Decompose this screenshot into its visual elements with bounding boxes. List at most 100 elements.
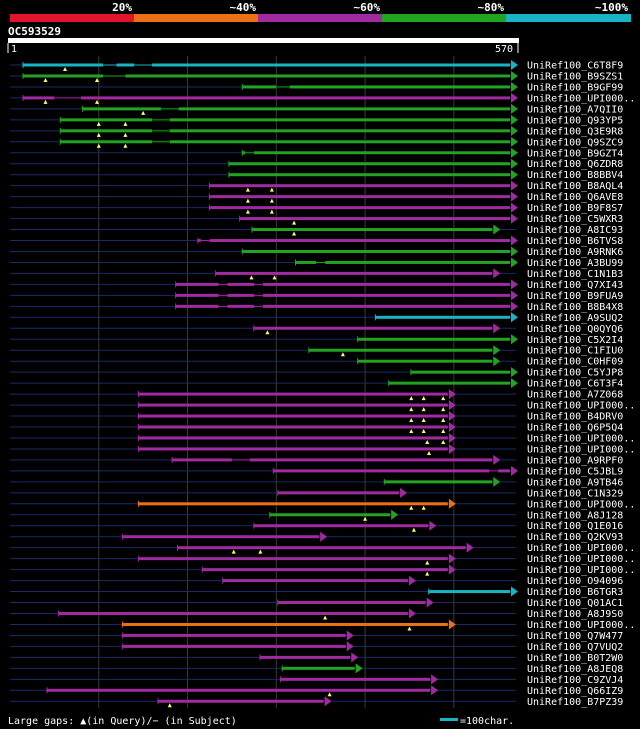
hit-label[interactable]: UniRef100_B0T2W0 <box>527 653 623 664</box>
hit-label[interactable]: UniRef100_C5WXR3 <box>527 214 623 225</box>
hit-bar[interactable] <box>222 579 408 583</box>
hit-label[interactable]: UniRef100_O94096 <box>527 576 623 587</box>
hit-label[interactable]: UniRef100_UPI000.. <box>527 565 635 576</box>
hit-bar[interactable] <box>138 403 448 407</box>
hit-label[interactable]: UniRef100_B9GZT4 <box>527 148 623 159</box>
hit-row[interactable]: UniRef100_B9FUA9 <box>10 290 623 302</box>
hit-label[interactable]: UniRef100_A9SUQ2 <box>527 313 623 324</box>
hit-row[interactable]: UniRef100_B0T2W0 <box>10 652 623 664</box>
hit-label[interactable]: UniRef100_Q2KV93 <box>527 532 623 543</box>
hit-row[interactable]: UniRef100_C1N329 <box>10 487 623 500</box>
hit-bar[interactable] <box>308 348 493 352</box>
hit-label[interactable]: UniRef100_A8IC93 <box>527 225 623 236</box>
hit-bar[interactable] <box>209 184 510 188</box>
hit-row[interactable]: UniRef100_Q6ZDR8 <box>10 158 623 171</box>
hit-label[interactable]: UniRef100_C0HF09 <box>527 357 623 368</box>
hit-label[interactable]: UniRef100_B6TVS8 <box>527 236 623 247</box>
hit-label[interactable]: UniRef100_UPI000.. <box>527 401 635 412</box>
hit-bar[interactable] <box>242 249 511 253</box>
hit-row[interactable]: UniRef100_C5YJP8 <box>10 367 623 379</box>
hit-bar[interactable] <box>273 469 510 473</box>
hit-row[interactable]: UniRef100_B4DRV0 <box>10 411 623 423</box>
hit-row[interactable]: UniRef100_B9GF99 <box>10 81 623 94</box>
hit-row[interactable]: UniRef100_UPI000.. <box>10 92 635 105</box>
hit-bar[interactable] <box>122 622 448 626</box>
hit-bar[interactable] <box>228 173 511 177</box>
hit-row[interactable]: UniRef100_A9TB46 <box>10 476 623 489</box>
hit-row[interactable]: UniRef100_A9RPF0 <box>10 454 623 467</box>
hit-label[interactable]: UniRef100_UPI000.. <box>527 543 635 554</box>
hit-row[interactable]: UniRef100_Q3E9R8 <box>10 125 623 138</box>
hit-bar[interactable] <box>22 63 511 67</box>
hit-row[interactable]: UniRef100_UPI000.. <box>10 564 635 577</box>
hit-bar[interactable] <box>242 151 511 155</box>
hit-label[interactable]: UniRef100_A3BU99 <box>527 258 623 269</box>
hit-row[interactable]: UniRef100_A8IC93 <box>10 224 623 237</box>
hit-bar[interactable] <box>122 535 320 539</box>
hit-label[interactable]: UniRef100_UPI000.. <box>527 433 635 444</box>
hit-bar[interactable] <box>242 85 511 89</box>
hit-label[interactable]: UniRef100_B4DRV0 <box>527 412 623 423</box>
hit-bar[interactable] <box>22 74 511 78</box>
hit-row[interactable]: UniRef100_Q9SZC9 <box>10 136 623 149</box>
hit-label[interactable]: UniRef100_B9SZS1 <box>527 71 623 82</box>
hit-label[interactable]: UniRef100_A9RPF0 <box>527 455 623 466</box>
hit-label[interactable]: UniRef100_UPI000.. <box>527 444 635 455</box>
hit-bar[interactable] <box>269 513 391 517</box>
hit-label[interactable]: UniRef100_B8AQL4 <box>527 181 623 192</box>
hit-label[interactable]: UniRef100_Q6P5Q4 <box>527 423 623 434</box>
hit-bar[interactable] <box>60 140 511 144</box>
hit-label[interactable]: UniRef100_C5JBL9 <box>527 466 623 477</box>
hit-row[interactable]: UniRef100_UPI000.. <box>10 619 635 631</box>
hit-label[interactable]: UniRef100_Q0QYQ6 <box>527 324 623 335</box>
hit-row[interactable]: UniRef100_B7PZ39 <box>10 696 623 708</box>
hit-bar[interactable] <box>82 107 510 111</box>
hit-label[interactable]: UniRef100_C5YJP8 <box>527 368 623 379</box>
hit-bar[interactable] <box>138 447 448 451</box>
hit-row[interactable]: UniRef100_Q7W477 <box>10 630 623 642</box>
hit-label[interactable]: UniRef100_UPI000.. <box>527 554 635 565</box>
hit-label[interactable]: UniRef100_A8JEQ8 <box>527 664 623 675</box>
hit-label[interactable]: UniRef100_Q3E9R8 <box>527 126 623 137</box>
hit-bar[interactable] <box>175 293 510 297</box>
hit-row[interactable]: UniRef100_Q93YP5 <box>10 114 623 127</box>
hit-row[interactable]: UniRef100_B6TGR3 <box>10 586 623 599</box>
hit-label[interactable]: UniRef100_Q6ZDR8 <box>527 159 623 170</box>
hit-row[interactable]: UniRef100_Q6P5Q4 <box>10 422 623 434</box>
hit-bar[interactable] <box>209 195 510 199</box>
hit-row[interactable]: UniRef100_Q1E016 <box>10 520 623 533</box>
hit-row[interactable]: UniRef100_A8J128 <box>10 509 623 522</box>
hit-row[interactable]: UniRef100_C5JBL9 <box>10 465 623 478</box>
hit-row[interactable]: UniRef100_A8JEQ8 <box>10 663 623 675</box>
hit-label[interactable]: UniRef100_C9ZVJ4 <box>527 675 623 686</box>
hit-bar[interactable] <box>260 655 351 659</box>
hit-bar[interactable] <box>280 677 431 681</box>
hit-row[interactable]: UniRef100_Q7VUQ2 <box>10 641 623 653</box>
hit-row[interactable]: UniRef100_C6T3F4 <box>10 378 623 390</box>
hit-row[interactable]: UniRef100_Q6AVE8 <box>10 191 623 204</box>
hit-label[interactable]: UniRef100_B8B4X8 <box>527 302 623 313</box>
hit-label[interactable]: UniRef100_C1FIU0 <box>527 346 623 357</box>
hit-bar[interactable] <box>209 206 510 210</box>
hit-label[interactable]: UniRef100_Q9SZC9 <box>527 137 623 148</box>
hit-row[interactable]: UniRef100_O94096 <box>10 575 623 588</box>
hit-row[interactable]: UniRef100_C5WXR3 <box>10 213 623 226</box>
hit-bar[interactable] <box>175 304 510 308</box>
hit-row[interactable]: UniRef100_C9ZVJ4 <box>10 674 623 686</box>
hit-row[interactable]: UniRef100_C1N1B3 <box>10 268 623 280</box>
hit-bar[interactable] <box>138 414 448 418</box>
hit-row[interactable]: UniRef100_UPI000.. <box>10 432 635 445</box>
hit-bar[interactable] <box>295 260 510 264</box>
hit-label[interactable]: UniRef100_Q93YP5 <box>527 115 623 126</box>
hit-row[interactable]: UniRef100_B8B4X8 <box>10 301 623 313</box>
hit-bar[interactable] <box>202 568 448 572</box>
hit-bar[interactable] <box>122 633 346 637</box>
hit-bar[interactable] <box>138 436 448 440</box>
hit-bar[interactable] <box>277 491 400 495</box>
hit-bar[interactable] <box>175 282 510 286</box>
hit-row[interactable]: UniRef100_A7QII0 <box>10 103 623 116</box>
hit-bar[interactable] <box>122 644 346 648</box>
hit-row[interactable]: UniRef100_UPI000.. <box>10 443 635 456</box>
hit-bar[interactable] <box>357 337 510 341</box>
hit-label[interactable]: UniRef100_C5X2I4 <box>527 335 623 346</box>
